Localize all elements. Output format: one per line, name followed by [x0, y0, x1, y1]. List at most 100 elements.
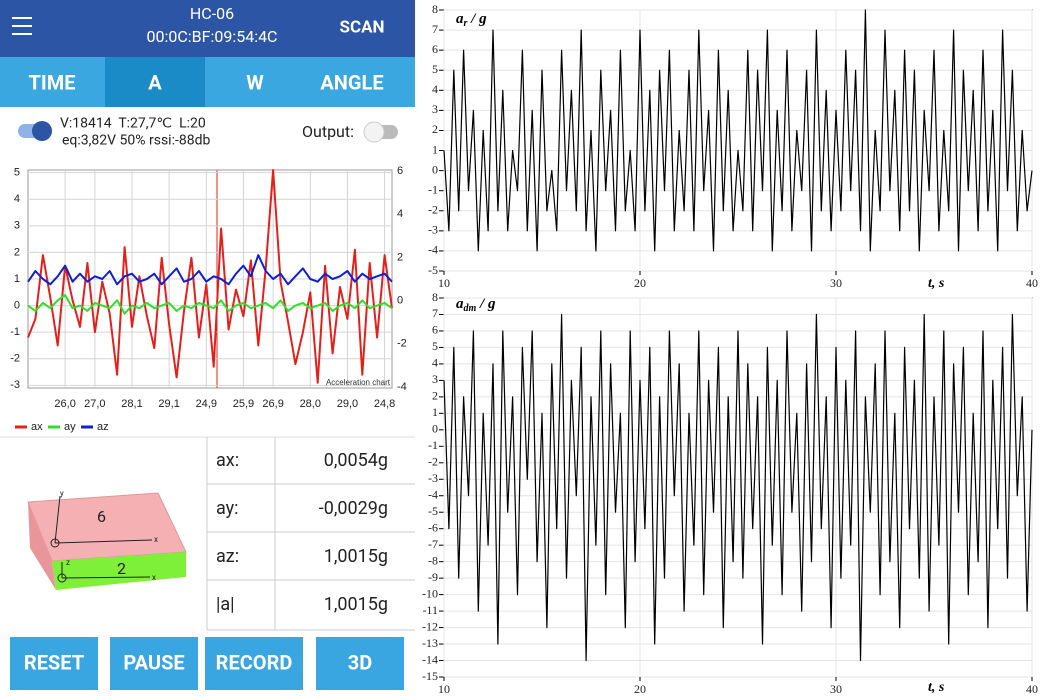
device-address: 00:0C:BF:09:54:4C	[147, 27, 278, 46]
y-tick-label: 2	[432, 122, 438, 136]
y-tick-label: 1	[432, 142, 438, 156]
x-tick-label: 30	[830, 276, 842, 290]
y-tick-label: 8	[432, 290, 438, 304]
series-line	[28, 255, 392, 284]
y-tick-label: 4	[432, 82, 438, 96]
x-tick-label: 10	[438, 682, 450, 696]
x-tick-label: 24,8	[374, 398, 395, 410]
reading-value: 0,0054g	[324, 450, 388, 471]
reading-label: az:	[216, 546, 239, 567]
button-label[interactable]: PAUSE	[123, 650, 184, 674]
toggle-off[interactable]	[364, 122, 398, 142]
y-tick-label: -3	[10, 379, 20, 391]
y-tick-label: 1	[14, 273, 20, 285]
y-tick-label: 7	[432, 22, 438, 36]
toggle-on[interactable]	[18, 121, 52, 141]
y-tick-label: -11	[422, 603, 438, 617]
y-tick-label: -4	[428, 487, 438, 501]
scan-button[interactable]: SCAN	[339, 17, 384, 37]
reading-value: 1,0015g	[324, 546, 388, 567]
y-tick-label: 3	[14, 220, 20, 232]
y-tick-label: 0	[432, 162, 438, 176]
y-axis-label: ar / g	[456, 11, 487, 29]
y-tick-label: -1	[428, 438, 438, 452]
reading-label: |a|	[216, 594, 235, 615]
y-tick-label: 5	[432, 62, 438, 76]
x-axis-label: t, s	[928, 276, 945, 291]
legend-label: ay	[64, 421, 76, 433]
reading-value: 1,0015g	[324, 594, 388, 615]
y-tick-label: 6	[432, 42, 438, 56]
cube-3d	[28, 493, 186, 590]
y2-tick-label: 6	[397, 165, 403, 177]
cube-axis-label: y	[60, 489, 64, 498]
y-axis-label: adm / g	[456, 296, 496, 314]
x-tick-label: 26,9	[262, 398, 283, 410]
y-tick-label: -9	[428, 570, 438, 584]
y-tick-label: -12	[422, 619, 438, 633]
y-tick-label: -3	[428, 471, 438, 485]
cube-face-label: 6	[97, 507, 106, 526]
y-tick-label: -8	[428, 553, 438, 567]
button-label[interactable]: RESET	[24, 650, 84, 674]
tab[interactable]: ANGLE	[320, 70, 383, 94]
chart-title: Acceleration chart	[326, 378, 391, 387]
y-tick-label: -14	[422, 652, 438, 666]
y-tick-label: -2	[428, 203, 438, 217]
x-tick-label: 25,9	[233, 398, 254, 410]
cube-face-label: 2	[117, 559, 126, 578]
y-tick-label: 5	[432, 339, 438, 353]
x-tick-label: 29,0	[337, 398, 358, 410]
y-tick-label: -13	[422, 636, 438, 650]
y-tick-label: -6	[428, 520, 438, 534]
y-tick-label: -2	[428, 455, 438, 469]
y2-tick-label: -4	[397, 381, 407, 393]
y-tick-label: 6	[432, 323, 438, 337]
y-tick-label: 3	[432, 102, 438, 116]
x-tick-label: 10	[438, 276, 450, 290]
x-tick-label: 29,1	[158, 398, 179, 410]
series-line	[444, 315, 1032, 661]
y-tick-label: -1	[428, 182, 438, 196]
y-tick-label: 2	[432, 389, 438, 403]
y-tick-label: -1	[10, 326, 20, 338]
tab[interactable]: A	[148, 70, 162, 94]
cube-axis-label: z	[66, 558, 70, 567]
y2-tick-label: 2	[397, 251, 403, 263]
button-label[interactable]: 3D	[348, 650, 372, 674]
y2-tick-label: 0	[397, 294, 403, 306]
y-tick-label: 1	[432, 405, 438, 419]
x-tick-label: 27,0	[84, 398, 105, 410]
y-tick-label: 0	[14, 299, 20, 311]
y-tick-label: 7	[432, 306, 438, 320]
y2-tick-label: -2	[397, 338, 407, 350]
status-line: eq:3,82V 50% rssi:-88db	[62, 133, 210, 149]
cube-axis-label: x	[154, 535, 158, 544]
legend-label: az	[97, 421, 109, 433]
y-tick-label: -2	[10, 353, 20, 365]
device-name: HC-06	[190, 4, 234, 23]
status-line: V:18414 T:27,7℃ L:20	[60, 116, 206, 132]
x-axis-label: t, s	[928, 680, 945, 695]
x-tick-label: 28,0	[300, 398, 321, 410]
x-tick-label: 20	[634, 682, 646, 696]
app: HC-06 00:0C:BF:09:54:4C SCAN TIME A W AN…	[0, 0, 415, 690]
x-tick-label: 40	[1026, 682, 1038, 696]
page: HC-06 00:0C:BF:09:54:4C SCAN TIME A W AN…	[0, 0, 1045, 696]
reading-label: ax:	[216, 450, 239, 471]
button-label[interactable]: RECORD	[216, 650, 293, 674]
x-tick-label: 24,9	[196, 398, 217, 410]
tab[interactable]: W	[246, 70, 264, 94]
x-tick-label: 28,1	[121, 398, 142, 410]
y-tick-label: 4	[14, 193, 20, 205]
y-tick-label: 0	[432, 422, 438, 436]
y-tick-label: 2	[14, 246, 20, 258]
reading-value: -0,0029g	[319, 498, 388, 519]
x-tick-label: 30	[830, 682, 842, 696]
y-tick-label: -5	[428, 263, 438, 277]
y-tick-label: -5	[428, 504, 438, 518]
screen: HC-06 00:0C:BF:09:54:4C SCAN TIME A W AN…	[0, 0, 1045, 696]
y-tick-label: -4	[428, 243, 438, 257]
tab[interactable]: TIME	[28, 70, 75, 94]
